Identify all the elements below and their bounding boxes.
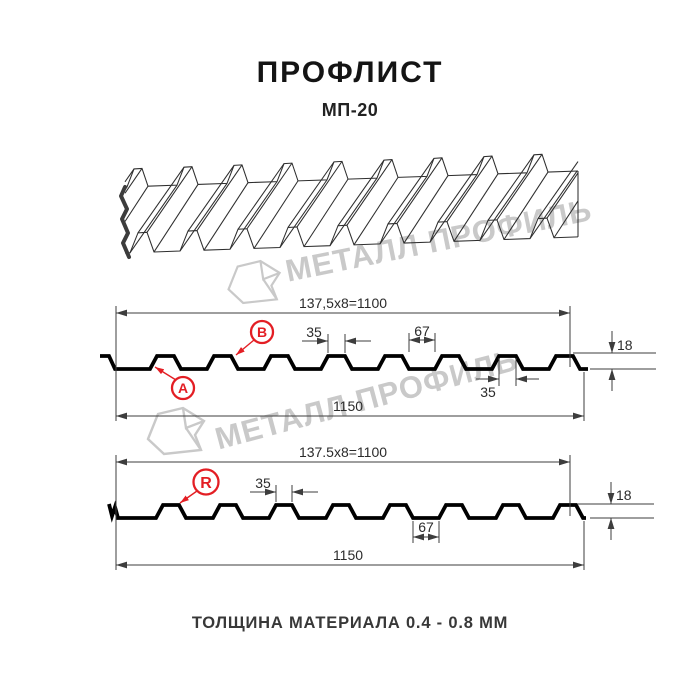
- brand-logo-icon: [224, 258, 286, 306]
- dim-height: 18: [617, 337, 633, 353]
- profile-outline: [107, 500, 586, 523]
- profile-model-subtitle: МП-20: [321, 100, 379, 120]
- callout-r-label: R: [200, 475, 212, 492]
- profile-diagram-top: 137,5x8=1100 1150 35 67 35 18 A: [100, 295, 656, 421]
- dim-overall-width: 1150: [333, 398, 363, 414]
- callout-b-label: B: [257, 324, 267, 340]
- dim-overall-width: 1150: [333, 547, 363, 563]
- material-thickness-caption: ТОЛЩИНА МАТЕРИАЛА 0.4 - 0.8 ММ: [191, 614, 509, 632]
- dim-module: 137.5x8=1100: [299, 444, 387, 460]
- dim-module: 137,5x8=1100: [299, 295, 387, 311]
- dim-crest-width: 35: [255, 475, 271, 491]
- dim-crest-width-bottom: 35: [480, 384, 496, 400]
- callout-r-circle: [192, 468, 220, 496]
- dim-valley-width: 67: [418, 519, 434, 535]
- page-title: ПРОФЛИСТ: [256, 56, 444, 89]
- profile-diagram-bottom: 137.5x8=1100 1150 35 67 18 R: [107, 444, 654, 570]
- profile-outline: [100, 354, 588, 371]
- callout-b-circle: [249, 319, 275, 345]
- dim-valley-width: 67: [414, 323, 430, 339]
- corrugated-sheet-3d: [119, 153, 579, 259]
- dim-crest-width: 35: [306, 324, 322, 340]
- callout-a-circle: [170, 375, 196, 401]
- dim-height: 18: [616, 487, 632, 503]
- callout-a-label: A: [178, 380, 188, 396]
